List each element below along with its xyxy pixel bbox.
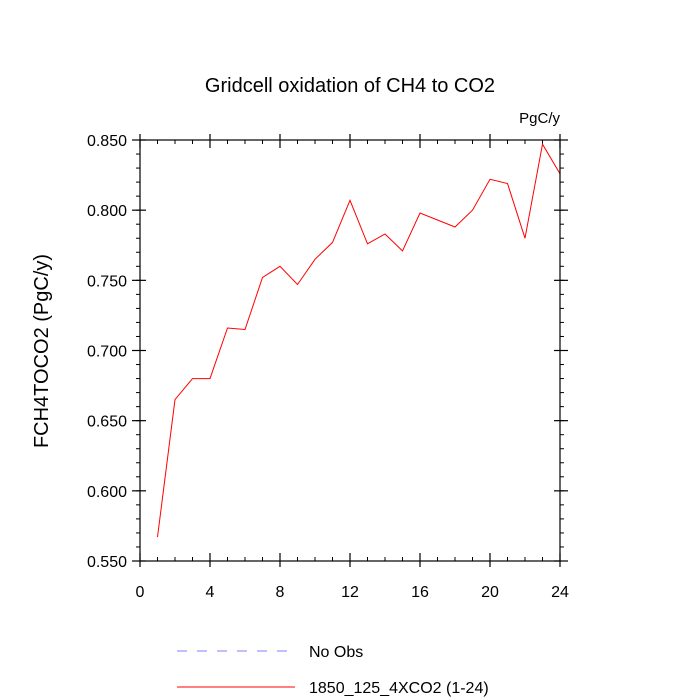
x-tick-label: 0 [136,584,145,601]
x-tick-label: 24 [551,584,569,601]
series-lines [157,142,561,538]
x-tick-label: 12 [341,584,359,601]
y-tick-label: 0.850 [87,133,127,150]
x-tick-label: 20 [481,584,499,601]
x-tick-label: 16 [411,584,429,601]
y-tick-label: 0.650 [87,414,127,431]
minor-ticks [136,139,564,562]
series-line [157,142,561,538]
y-tick-label: 0.550 [87,554,127,571]
y-tick-label: 0.750 [87,273,127,290]
plot-frame [139,139,561,562]
y-axis-label: FCH4TOCO2 (PgC/y) [31,254,53,448]
legend-label: 1850_125_4XCO2 (1-24) [309,680,489,697]
y-tick-label: 0.700 [87,344,127,361]
y-tick-label: 0.800 [87,203,127,220]
x-tick-label: 4 [206,584,215,601]
tick-labels: 0 4 8 12 16 20 24 0.550 0.600 0.650 0.700 0.750 0.80… [87,133,569,601]
units-label: PgC/y [519,110,560,127]
x-tick-label: 8 [276,584,285,601]
y-tick-label: 0.600 [87,484,127,501]
chart-title: Gridcell oxidation of CH4 to CO2 [205,75,495,97]
legend-label: No Obs [309,644,363,661]
legend: No Obs 1850_125_4XCO2 (1-24) [177,644,489,697]
major-ticks [132,134,568,567]
